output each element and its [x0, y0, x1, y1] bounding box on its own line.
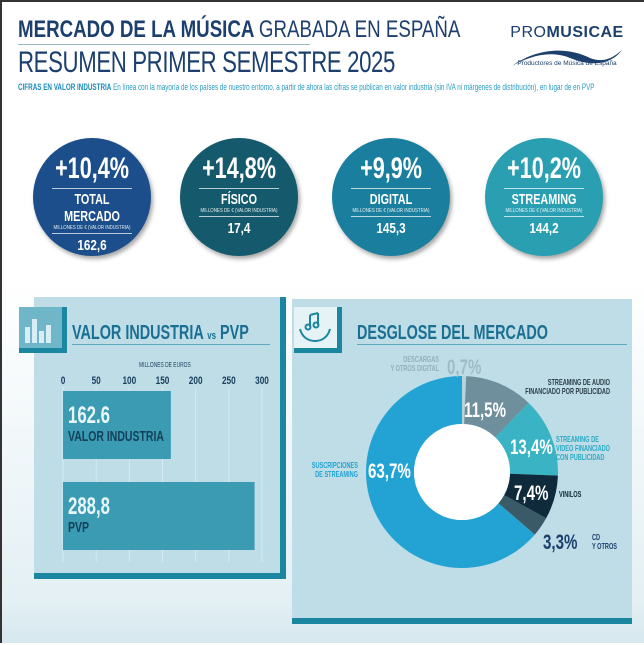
kpi-sub: MILLONES DE € (VALOR INDUSTRIA) [200, 208, 278, 214]
kpi-value: 145,3 [376, 220, 406, 237]
slice-pct-label: 13,4% [510, 434, 553, 458]
bar-value-label: 288,8 [68, 493, 110, 520]
x-tick-label: 250 [222, 375, 236, 387]
logo-bold: MUSICAE [546, 24, 624, 41]
bar-pvp [63, 482, 255, 550]
panel-title-donut: DESGLOSE DEL MERCADO [357, 322, 548, 344]
logo-tagline: Productores de Música de España [517, 60, 617, 67]
slice-pct-label: 7,4% [514, 480, 548, 504]
kpi-label: FÍSICO [220, 191, 257, 208]
kpi-pct: +9,9% [360, 152, 422, 185]
panel-title-bars: VALOR INDUSTRIA vs PVP [72, 322, 249, 345]
subtitle: RESUMEN PRIMER SEMESTRE 2025 [18, 46, 396, 79]
slice-2 [495, 402, 558, 476]
slice-pct-label: 11,5% [464, 397, 506, 421]
note-text: En línea con la mayoría de los países de… [113, 82, 595, 92]
wave-icon [512, 50, 622, 66]
kpi-sub: MILLONES DE € (VALOR INDUSTRIA) [505, 208, 583, 214]
title-a: VALOR INDUSTRIA [72, 322, 204, 344]
kpi-value: 162,6 [77, 237, 107, 254]
kpi-pct: +14,8% [202, 152, 276, 185]
slice-pct-label: 3,3% [543, 529, 577, 553]
x-tick-label: 150 [156, 375, 170, 387]
slice-name-label: DESCARGAS Y OTROS DIGITAL [390, 356, 439, 373]
kpi-value: 144,2 [529, 220, 559, 237]
x-tick-label: 100 [122, 375, 136, 387]
title-vs: vs [207, 330, 217, 342]
divider [351, 188, 431, 189]
x-tick-label: 0 [61, 375, 66, 387]
divider [504, 188, 584, 189]
slice-name-label: VINILOS [559, 491, 582, 499]
title-underline [357, 344, 627, 345]
slice-name-label: STREAMING DE VIDEO FINANCIADO CON PUBLICID… [556, 436, 611, 462]
slice-1 [464, 376, 529, 438]
note-bold: CIFRAS EN VALOR INDUSTRIA [18, 82, 112, 92]
title-divider [18, 44, 310, 45]
kpi-pct: +10,2% [507, 152, 581, 185]
slice-4 [498, 495, 547, 535]
x-tick-label: 50 [92, 375, 101, 387]
main-title: MERCADO DE LA MÚSICA GRABADA EN ESPAÑA [18, 16, 460, 44]
slice-name-label: CD Y OTROS [592, 534, 617, 551]
divider [52, 233, 132, 234]
kpi-1: +14,8% FÍSICO MILLONES DE € (VALOR INDUSTR… [180, 138, 298, 256]
x-tick-label: 200 [189, 375, 203, 387]
kpi-3: +10,2% STREAMING MILLONES DE € (VALOR INDU… [485, 138, 603, 256]
divider [199, 216, 279, 217]
title-light: GRABADA EN ESPAÑA [258, 16, 461, 43]
kpi-2: +9,9% DIGITAL MILLONES DE € (VALOR INDUSTR… [332, 138, 450, 256]
divider [504, 216, 584, 217]
slice-name-label: SUSCRIPCIONES DE STREAMING [312, 462, 359, 479]
logo-light: PRO [510, 24, 547, 41]
music-hands-icon [294, 307, 342, 353]
slice-pct-label: 63,7% [368, 458, 411, 482]
kpi-label: STREAMING [511, 191, 577, 208]
divider [199, 188, 279, 189]
bar-category-label: VALOR INDUSTRIA [68, 427, 164, 444]
slice-pct-label: 0,7% [447, 354, 481, 378]
divider [52, 188, 132, 189]
title-underline [72, 344, 270, 345]
slice-name-label: STREAMING DE AUDIO FINANCIADO POR PUBLICI… [525, 379, 610, 396]
note: CIFRAS EN VALOR INDUSTRIA En línea con l… [18, 82, 595, 92]
kpi-sub: MILLONES DE € (VALOR INDUSTRIA) [352, 208, 430, 214]
title-b: PVP [220, 322, 249, 344]
x-tick-label: 300 [255, 375, 269, 387]
kpi-value: 17,4 [227, 220, 251, 237]
promusicae-logo: PROMUSICAE Productores de Música de Espa… [502, 24, 632, 67]
bar-value-label: 162.6 [68, 402, 110, 429]
slice-5 [366, 376, 535, 568]
slice-0 [462, 376, 467, 425]
kpi-pct: +10,4% [55, 152, 129, 185]
kpi-0: +10,4% TOTAL MERCADO MILLONES DE € (VALOR … [33, 138, 151, 256]
kpi-label: TOTAL MERCADO [64, 191, 120, 225]
divider [351, 216, 431, 217]
donut-hole [414, 424, 510, 520]
bar-category-label: PVP [68, 518, 89, 535]
kpi-sub: MILLONES DE € (VALOR INDUSTRIA) [53, 225, 131, 231]
x-axis-label: MILLONES DE EUROS [139, 362, 191, 369]
slice-3 [504, 473, 558, 519]
bar-valor-industria [63, 391, 171, 459]
kpi-label: DIGITAL [369, 191, 413, 208]
equalizer-icon [19, 307, 67, 353]
title-bold: MERCADO DE LA MÚSICA [18, 16, 254, 43]
